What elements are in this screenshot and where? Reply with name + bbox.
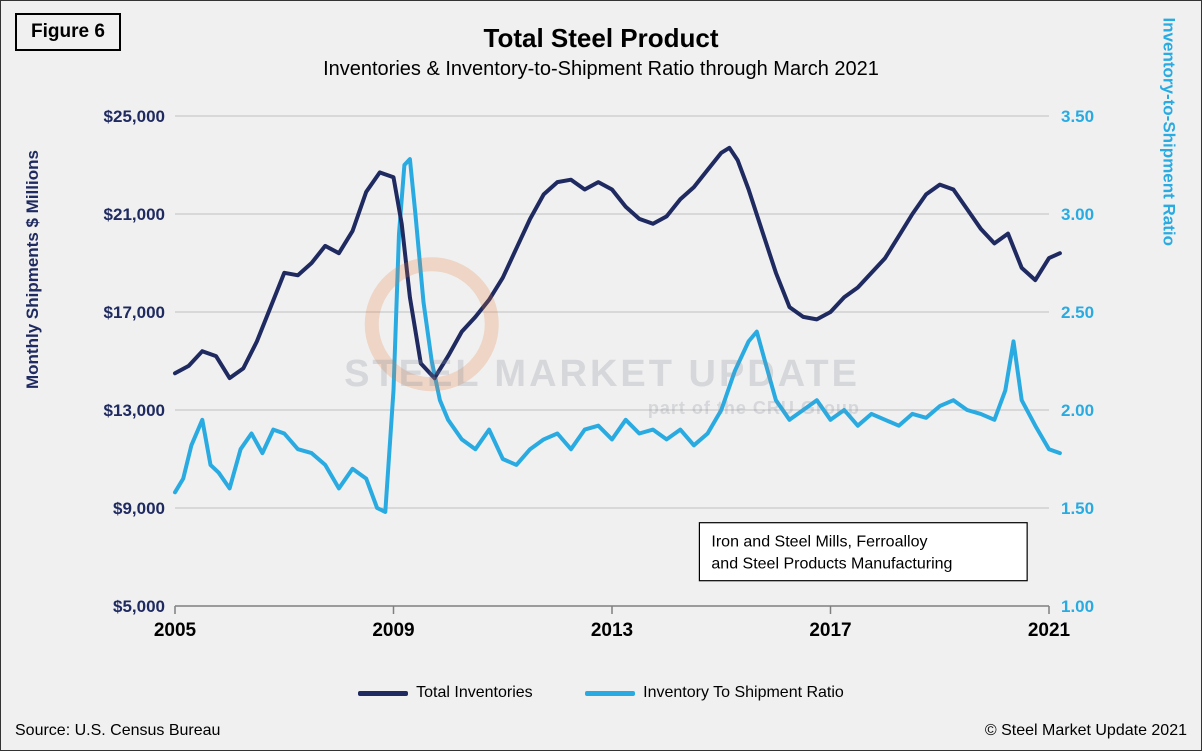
- svg-text:2021: 2021: [1028, 620, 1071, 641]
- svg-text:2017: 2017: [809, 620, 851, 641]
- svg-text:and Steel Products Manufacturi: and Steel Products Manufacturing: [711, 556, 952, 573]
- plot-svg: $5,000 $9,000 $13,000 $17,000 $21,000 $25,000…: [71, 106, 1133, 666]
- svg-text:$21,000: $21,000: [104, 205, 165, 224]
- svg-text:$13,000: $13,000: [104, 401, 165, 420]
- svg-text:$17,000: $17,000: [104, 303, 165, 322]
- svg-text:$9,000: $9,000: [113, 499, 165, 518]
- source-text: Source: U.S. Census Bureau: [15, 722, 220, 740]
- svg-text:Iron and Steel Mills, Ferroall: Iron and Steel Mills, Ferroalloy: [711, 534, 927, 551]
- legend-item-inventories: Total Inventories: [358, 684, 533, 702]
- svg-text:$5,000: $5,000: [113, 597, 165, 616]
- svg-text:1.00: 1.00: [1061, 597, 1094, 616]
- svg-text:2013: 2013: [591, 620, 633, 641]
- plot-area: STEEL MARKET UPDATE part of the CRU Grou…: [71, 106, 1133, 666]
- legend-swatch-inventories: [358, 691, 408, 696]
- copyright-text: © Steel Market Update 2021: [985, 722, 1187, 740]
- chart-title: Total Steel Product: [1, 23, 1201, 54]
- svg-text:2.50: 2.50: [1061, 303, 1094, 322]
- svg-text:3.50: 3.50: [1061, 107, 1094, 126]
- legend-item-ratio: Inventory To Shipment Ratio: [585, 684, 844, 702]
- svg-text:$25,000: $25,000: [104, 107, 165, 126]
- chart-frame: Figure 6 Total Steel Product Inventories…: [0, 0, 1202, 751]
- svg-text:2.00: 2.00: [1061, 401, 1094, 420]
- svg-text:2005: 2005: [154, 620, 197, 641]
- legend: Total Inventories Inventory To Shipment …: [1, 683, 1201, 703]
- y-right-axis-label: Inventory-to-Shipment Ratio: [1159, 17, 1179, 246]
- title-block: Total Steel Product Inventories & Invent…: [1, 23, 1201, 81]
- svg-text:3.00: 3.00: [1061, 205, 1094, 224]
- svg-text:2009: 2009: [372, 620, 414, 641]
- svg-text:1.50: 1.50: [1061, 499, 1094, 518]
- y-left-axis-label: Monthly Shipments $ Millions: [23, 150, 43, 389]
- legend-label-inventories: Total Inventories: [416, 684, 533, 702]
- legend-swatch-ratio: [585, 691, 635, 696]
- legend-label-ratio: Inventory To Shipment Ratio: [643, 684, 844, 702]
- chart-subtitle: Inventories & Inventory-to-Shipment Rati…: [1, 58, 1201, 81]
